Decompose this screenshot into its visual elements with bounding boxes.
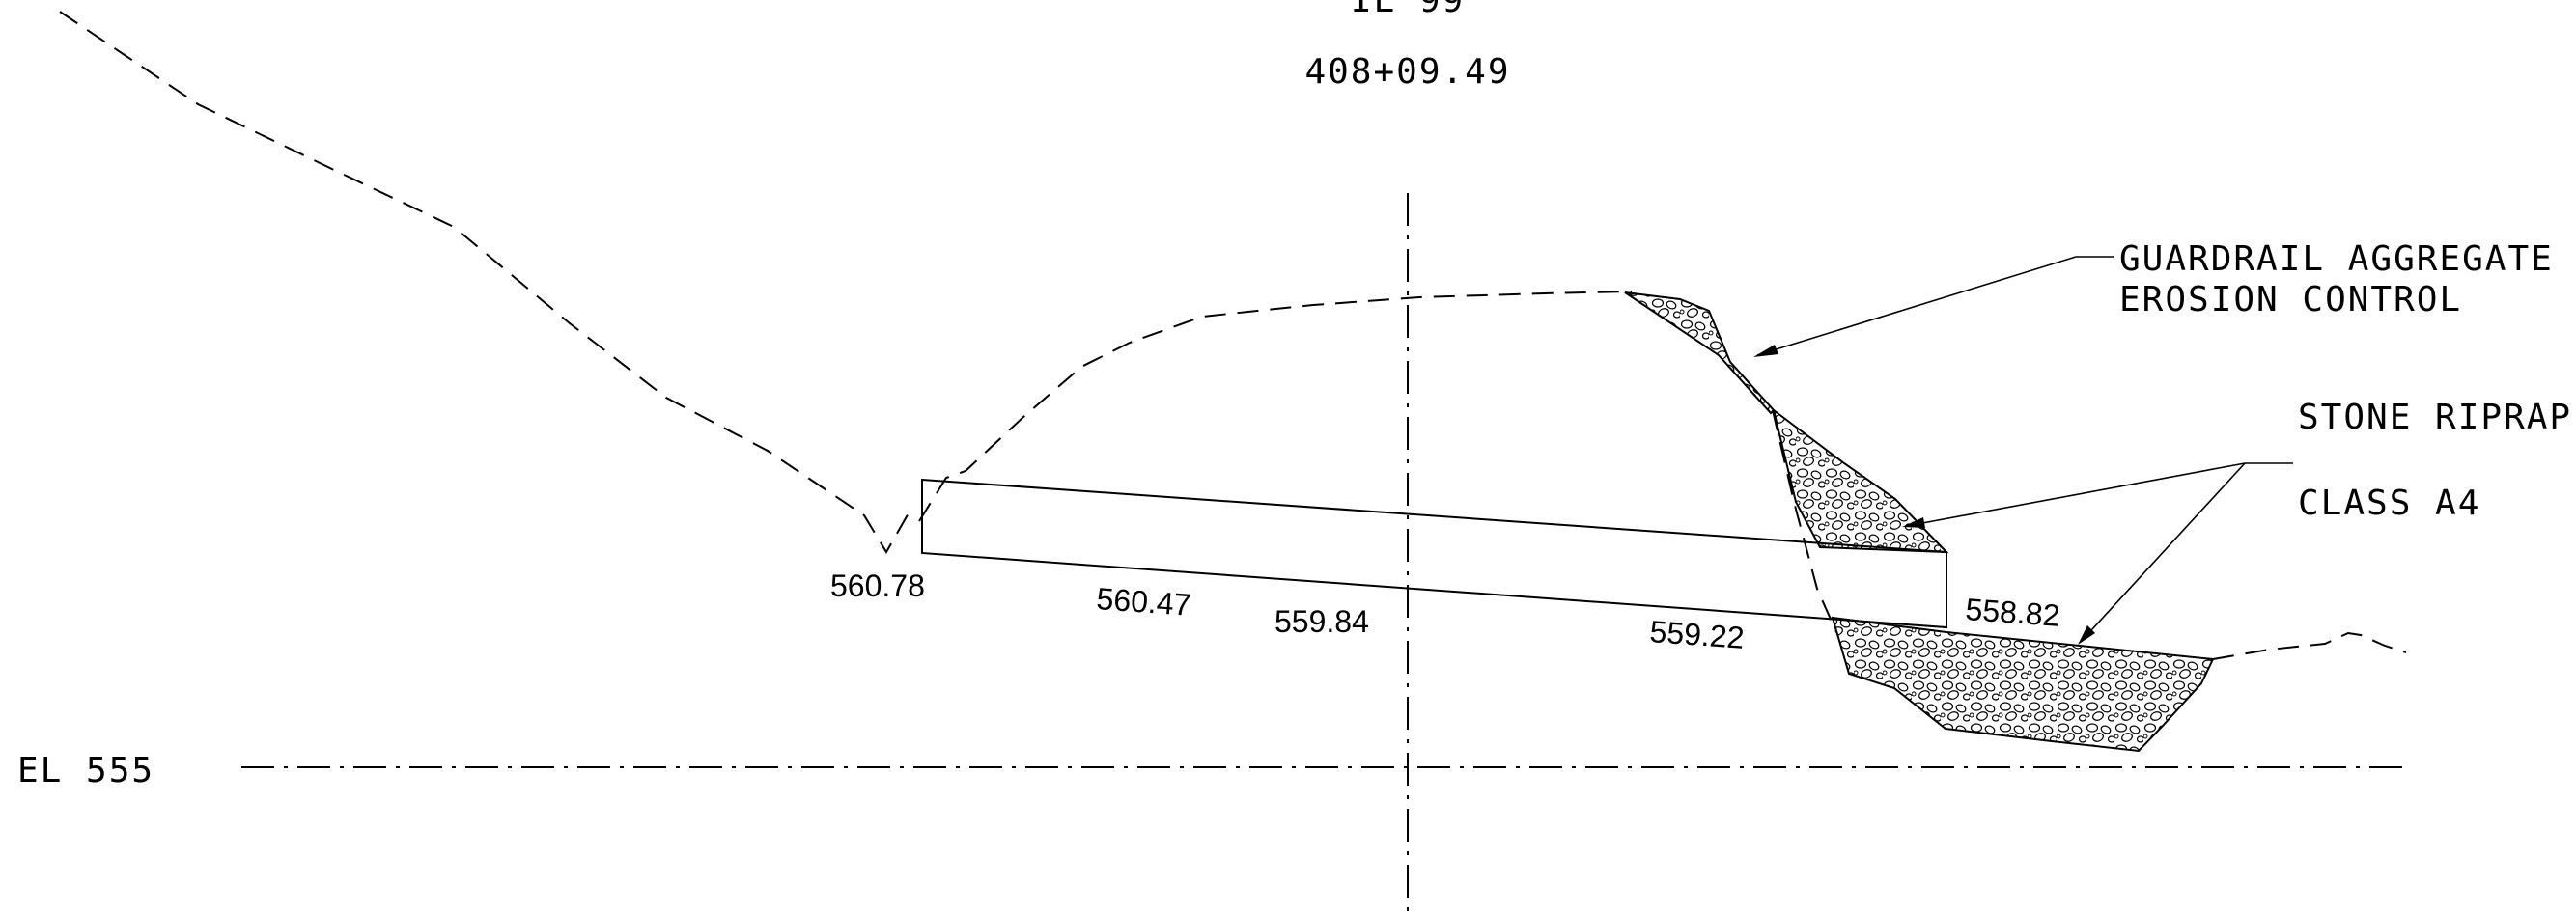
riprap-arrowhead-lower [2078,625,2095,645]
stone-riprap-ditch [1831,616,2215,753]
riprap-arrowhead-upper [1902,517,1925,528]
existing-ground-left [59,11,910,554]
elevation-point-2: 559.84 [1274,604,1369,639]
elevation-point-3: 559.22 [1649,614,1746,655]
drawing-title: IL 99 [1351,0,1465,20]
datum-label: EL 555 [17,751,154,790]
riprap-callout-line1: STONE RIPRAP, [2298,398,2576,437]
riprap-callout-line2: CLASS A4 [2298,484,2480,523]
guardrail-leader [1756,256,2114,356]
existing-ground-mound [918,291,1633,522]
guardrail-callout-line2: EROSION CONTROL [2119,280,2462,319]
riprap-leader-lower [2080,462,2246,643]
pavement-section [921,478,1947,629]
guardrail-arrowhead [1753,345,1778,357]
existing-ground-buried [1772,409,1837,633]
elevation-right-edge: 558.82 [1965,592,2061,633]
elevation-left-edge: 560.78 [830,568,925,603]
guardrail-aggregate-area [1624,291,1776,415]
elevation-point-1: 560.47 [1096,581,1192,623]
stone-riprap-slope [1772,407,1949,554]
guardrail-callout-line1: GUARDRAIL AGGREGATE [2119,239,2554,279]
station-label: 408+09.49 [1304,52,1510,92]
existing-ground-right [2212,631,2407,660]
